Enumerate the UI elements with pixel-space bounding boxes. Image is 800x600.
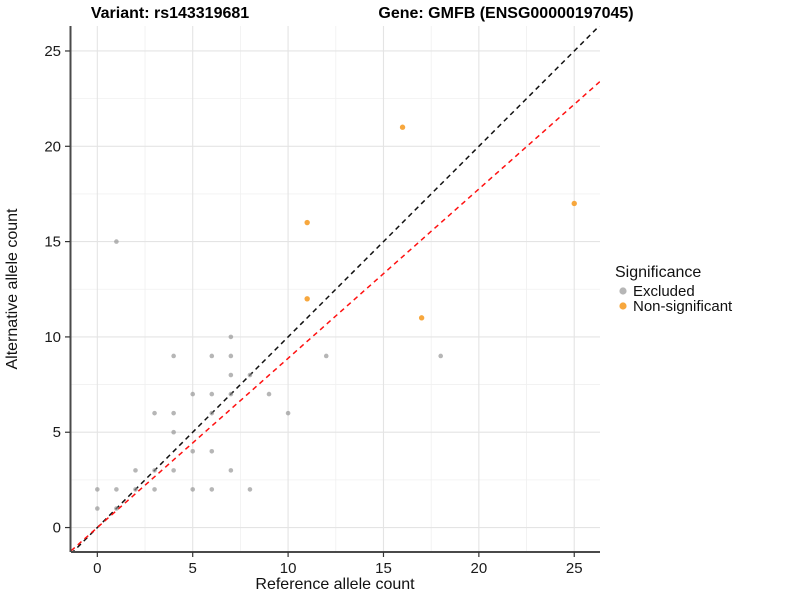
data-point-excluded	[228, 372, 234, 378]
data-point-excluded	[152, 487, 157, 492]
data-point-excluded	[171, 410, 176, 416]
data-point-excluded	[95, 487, 100, 492]
data-point-excluded	[438, 353, 444, 359]
data-point-excluded	[228, 353, 234, 359]
data-point-non-significant	[418, 315, 425, 321]
legend-dot-non-significant	[619, 302, 627, 310]
y-axis-title: Alternative allele count	[4, 208, 21, 370]
data-point-excluded	[247, 372, 253, 378]
data-point-non-significant	[399, 124, 406, 130]
data-point-non-significant	[571, 200, 577, 207]
data-point-excluded	[152, 468, 157, 473]
legend-label-excluded: Excluded	[633, 283, 695, 300]
data-point-excluded	[114, 487, 119, 492]
data-point-excluded	[114, 239, 119, 244]
y-tick-label: 15	[44, 234, 61, 251]
data-point-excluded	[171, 429, 176, 435]
data-point-excluded	[247, 487, 253, 492]
data-point-excluded	[266, 391, 272, 397]
data-point-excluded	[190, 448, 196, 454]
fit-line	[71, 80, 600, 551]
data-point-excluded	[285, 410, 291, 416]
y-tick-label: 0	[53, 520, 61, 537]
legend-dot-excluded	[619, 287, 627, 295]
reference-lines	[71, 26, 600, 551]
y-tick-label: 10	[44, 329, 61, 346]
data-point-excluded	[228, 391, 234, 397]
data-point-excluded	[190, 391, 196, 397]
data-point-excluded	[323, 353, 329, 359]
data-point-excluded	[114, 506, 119, 511]
data-point-excluded	[171, 353, 176, 359]
data-points	[95, 124, 577, 511]
data-point-excluded	[152, 410, 157, 416]
x-axis-title: Reference allele count	[255, 576, 415, 593]
y-tick-label: 5	[53, 424, 61, 441]
data-point-excluded	[209, 448, 215, 454]
data-point-excluded	[209, 353, 215, 359]
legend: Significance Excluded Non-significant	[615, 264, 733, 315]
data-point-excluded	[228, 334, 234, 340]
x-tick-label: 15	[375, 560, 392, 577]
minor-gridlines	[71, 26, 600, 551]
legend-title: Significance	[615, 264, 701, 281]
major-gridlines	[71, 26, 600, 551]
plot-title-gene: Gene: GMFB (ENSG00000197045)	[378, 5, 633, 22]
plot-title-variant: Variant: rs143319681	[91, 5, 249, 22]
axes	[65, 26, 600, 557]
y-tick-label: 20	[44, 138, 61, 155]
identity-line	[72, 26, 600, 551]
x-tick-label: 0	[93, 560, 101, 577]
data-point-excluded	[209, 391, 215, 397]
data-point-excluded	[133, 468, 138, 473]
data-point-excluded	[209, 410, 215, 416]
data-point-non-significant	[304, 296, 310, 302]
x-tick-label: 5	[189, 560, 197, 577]
data-point-excluded	[133, 487, 138, 492]
tick-labels: 0 5 10 15 20 25 0 5 10 15 20 25	[44, 43, 582, 577]
data-point-excluded	[171, 468, 176, 473]
data-point-excluded	[209, 487, 215, 492]
data-point-non-significant	[304, 219, 310, 226]
data-point-excluded	[95, 506, 100, 511]
x-tick-label: 10	[280, 560, 297, 577]
x-tick-label: 20	[471, 560, 488, 577]
legend-label-non-significant: Non-significant	[633, 298, 733, 315]
x-tick-label: 25	[566, 560, 583, 577]
data-point-excluded	[228, 468, 234, 473]
data-point-excluded	[190, 487, 196, 492]
y-tick-label: 25	[44, 43, 61, 60]
